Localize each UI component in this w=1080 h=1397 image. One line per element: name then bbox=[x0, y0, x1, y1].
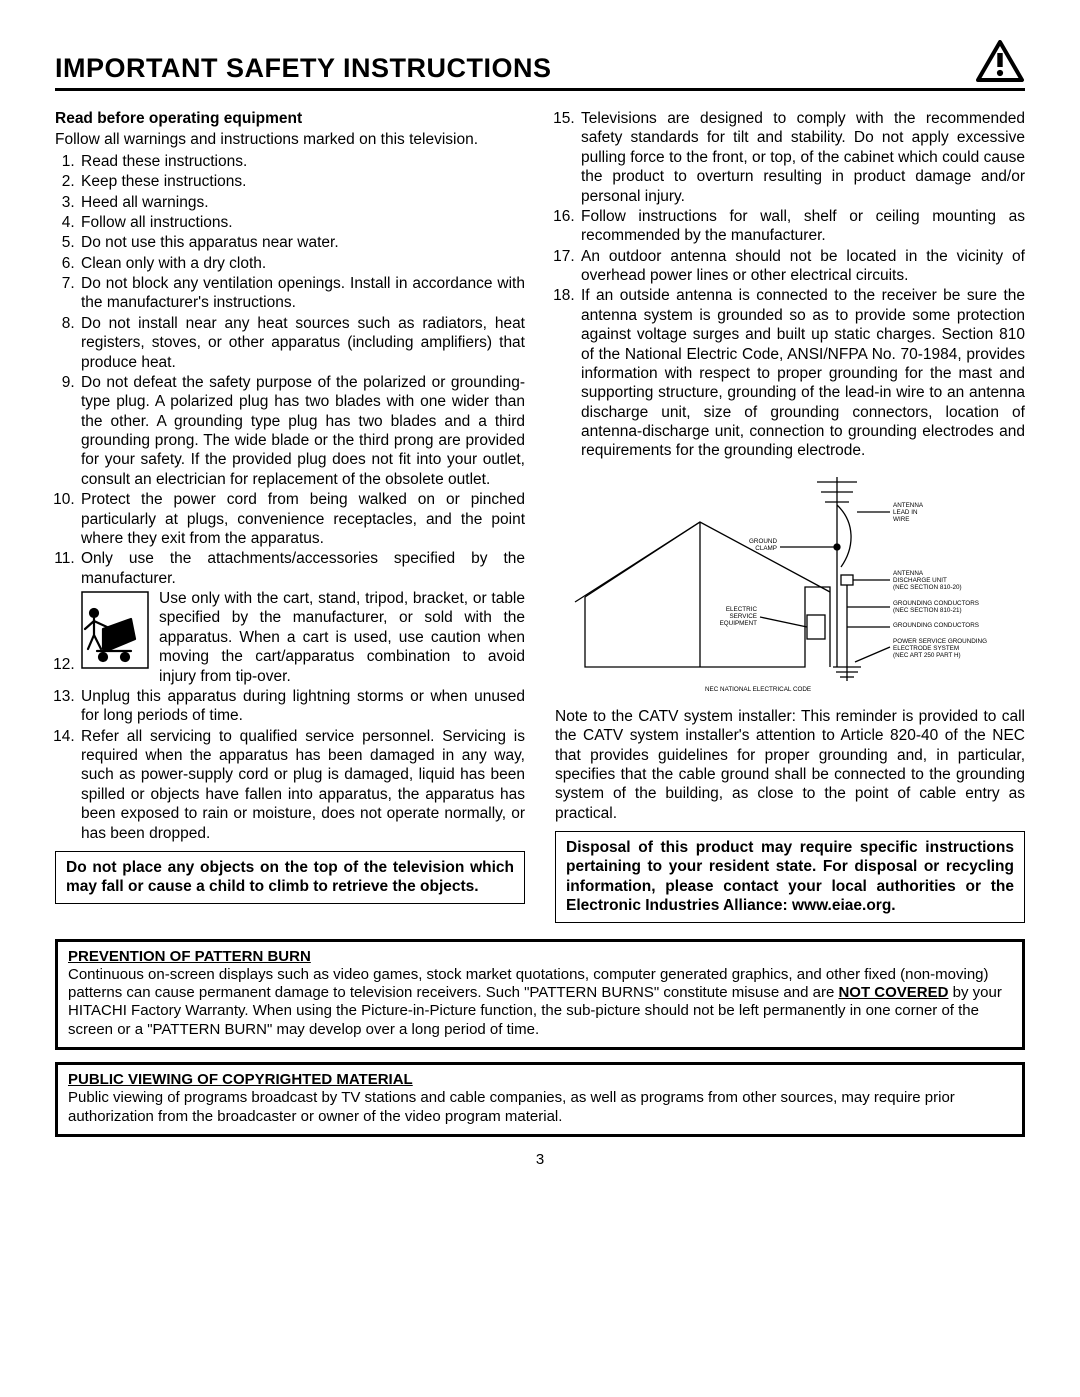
diagram-label: (NEC SECTION 810-20) bbox=[893, 584, 962, 591]
diagram-label: DISCHARGE UNIT bbox=[893, 577, 947, 584]
page-title: IMPORTANT SAFETY INSTRUCTIONS bbox=[55, 53, 552, 84]
diagram-label: GROUNDING CONDUCTORS bbox=[893, 600, 979, 607]
warning-box-right: Disposal of this product may require spe… bbox=[555, 831, 1025, 923]
list-item: Do not use this apparatus near water. bbox=[79, 233, 525, 252]
diagram-label: NEC NATIONAL ELECTRICAL CODE bbox=[705, 686, 811, 693]
diagram-label: EQUIPMENT bbox=[720, 620, 758, 627]
not-covered: NOT COVERED bbox=[838, 984, 948, 1001]
subheading: Read before operating equipment bbox=[55, 109, 525, 128]
catv-note: Note to the CATV system installer: This … bbox=[555, 707, 1025, 823]
list-item: Read these instructions. bbox=[79, 152, 525, 171]
warning-box-right-text: Disposal of this product may require spe… bbox=[566, 839, 1014, 914]
pattern-burn-title: PREVENTION OF PATTERN BURN bbox=[68, 948, 1012, 966]
diagram-label: SERVICE bbox=[729, 613, 757, 620]
list-item: Do not block any ventilation openings. I… bbox=[79, 274, 525, 313]
diagram-label: CLAMP bbox=[755, 545, 777, 552]
right-column: Televisions are designed to comply with … bbox=[555, 109, 1025, 923]
list-item: Do not install near any heat sources suc… bbox=[79, 314, 525, 372]
instructions-list-1-11: Read these instructions. Keep these inst… bbox=[55, 152, 525, 843]
list-item: Do not defeat the safety purpose of the … bbox=[79, 373, 525, 489]
diagram-label: WIRE bbox=[893, 516, 909, 523]
list-item: Televisions are designed to comply with … bbox=[579, 109, 1025, 206]
list-item: Heed all warnings. bbox=[79, 193, 525, 212]
list-item-12-text: Use only with the cart, stand, tripod, b… bbox=[159, 589, 525, 686]
left-column: Read before operating equipment Follow a… bbox=[55, 109, 525, 923]
instructions-list-15-18: Televisions are designed to comply with … bbox=[555, 109, 1025, 461]
warning-box-left-text: Do not place any objects on the top of t… bbox=[66, 859, 514, 895]
copyright-box: PUBLIC VIEWING OF COPYRIGHTED MATERIAL P… bbox=[55, 1062, 1025, 1137]
diagram-label: GROUND bbox=[749, 538, 777, 545]
title-row: IMPORTANT SAFETY INSTRUCTIONS bbox=[55, 40, 1025, 91]
list-item: Only use the attachments/accessories spe… bbox=[79, 549, 525, 588]
list-item: Keep these instructions. bbox=[79, 172, 525, 191]
diagram-label: POWER SERVICE GROUNDING bbox=[893, 638, 987, 645]
diagram-label: (NEC ART 250 PART H) bbox=[893, 652, 961, 659]
copyright-title: PUBLIC VIEWING OF COPYRIGHTED MATERIAL bbox=[68, 1071, 1012, 1089]
cart-tipover-icon bbox=[81, 589, 149, 686]
antenna-grounding-diagram: ANTENNA LEAD IN WIRE GROUND CLAMP ANTENN… bbox=[555, 467, 1025, 697]
page-number: 3 bbox=[55, 1151, 1025, 1168]
diagram-label: (NEC SECTION 810-21) bbox=[893, 607, 962, 614]
list-item: Follow instructions for wall, shelf or c… bbox=[579, 207, 1025, 246]
list-item: Refer all servicing to qualified service… bbox=[79, 727, 525, 843]
list-item: Clean only with a dry cloth. bbox=[79, 254, 525, 273]
diagram-label: ANTENNA bbox=[893, 570, 924, 577]
follow-line: Follow all warnings and instructions mar… bbox=[55, 130, 525, 149]
list-item: An outdoor antenna should not be located… bbox=[579, 247, 1025, 286]
list-item: Unplug this apparatus during lightning s… bbox=[79, 687, 525, 726]
list-item: If an outside antenna is connected to th… bbox=[579, 286, 1025, 460]
warning-triangle-icon bbox=[975, 40, 1025, 84]
diagram-label: LEAD IN bbox=[893, 509, 918, 516]
diagram-label: ELECTRIC bbox=[726, 606, 758, 613]
diagram-label: ELECTRODE SYSTEM bbox=[893, 645, 959, 652]
warning-box-left: Do not place any objects on the top of t… bbox=[55, 851, 525, 904]
diagram-label: ANTENNA bbox=[893, 502, 924, 509]
pattern-burn-body: Continuous on-screen displays such as vi… bbox=[68, 966, 1002, 1038]
list-item-12: Use only with the cart, stand, tripod, b… bbox=[79, 589, 525, 686]
pattern-burn-box: PREVENTION OF PATTERN BURN Continuous on… bbox=[55, 939, 1025, 1050]
list-item: Follow all instructions. bbox=[79, 213, 525, 232]
diagram-label: GROUNDING CONDUCTORS bbox=[893, 622, 979, 629]
list-item: Protect the power cord from being walked… bbox=[79, 490, 525, 548]
copyright-body: Public viewing of programs broadcast by … bbox=[68, 1089, 955, 1124]
